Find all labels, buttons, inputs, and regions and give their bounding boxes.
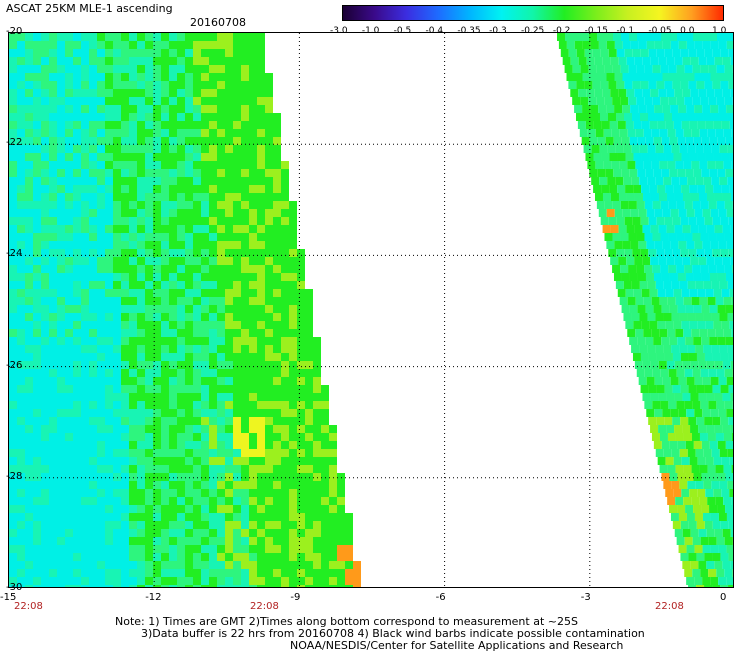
- longitude-label: -3: [581, 592, 591, 603]
- footer-note: Note: 1) Times are GMT 2)Times along bot…: [115, 616, 645, 640]
- latitude-label: -22: [6, 137, 22, 148]
- longitude-label: -12: [145, 592, 161, 603]
- footer-credit: NOAA/NESDIS/Center for Satellite Applica…: [290, 640, 623, 652]
- longitude-label: -9: [290, 592, 300, 603]
- time-label: 22:08: [14, 601, 43, 612]
- swath-pixel: [733, 337, 734, 345]
- latitude-label: -26: [6, 360, 22, 371]
- map-plot: [8, 32, 734, 588]
- swath-pixel: [733, 169, 734, 177]
- time-label: 22:08: [250, 601, 279, 612]
- swath-pixel: [733, 505, 734, 513]
- swath-pixel: [733, 33, 734, 41]
- swath-pixel: [733, 201, 734, 209]
- time-label: 22:08: [655, 601, 684, 612]
- map-date: 20160708: [190, 17, 246, 29]
- latitude-label: -24: [6, 248, 22, 259]
- map-title: ASCAT 25KM MLE-1 ascending: [6, 3, 173, 15]
- longitude-label: -6: [436, 592, 446, 603]
- colorbar: [342, 5, 724, 21]
- swath-pixel: [733, 473, 734, 481]
- lat-lon-grid: [9, 33, 734, 588]
- longitude-label: 0: [720, 592, 726, 603]
- latitude-label: -28: [6, 471, 22, 482]
- latitude-label: -20: [6, 26, 22, 37]
